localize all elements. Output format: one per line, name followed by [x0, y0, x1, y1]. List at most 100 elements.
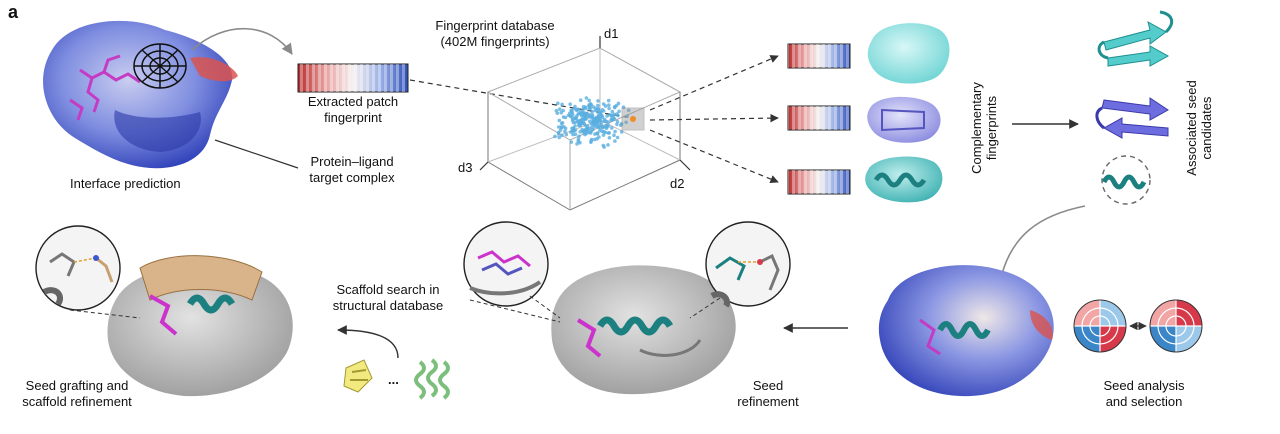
candidate-surface-cyan: [867, 23, 950, 84]
fingerprint-point: [587, 119, 592, 124]
fingerprint-point: [615, 135, 620, 140]
fingerprint-point: [625, 114, 629, 118]
fingerprint-point: [610, 113, 614, 118]
fingerprint-point: [607, 131, 611, 135]
fingerprint-point: [577, 134, 581, 139]
fingerprint-point: [601, 102, 606, 106]
fingerprint-point: [591, 127, 595, 132]
zoom-inset-hbond: [705, 221, 791, 308]
fingerprint-point: [612, 117, 617, 121]
fingerprint-point: [569, 140, 574, 144]
seed-beta-hairpin-cyan: [1097, 10, 1174, 67]
fingerprint-point: [588, 102, 593, 106]
fingerprint-point: [568, 102, 572, 106]
fingerprint-point: [587, 126, 592, 131]
label-seed-grafting: Seed grafting and scaffold refinement: [22, 378, 132, 409]
extract-arrow: [191, 27, 293, 55]
fingerprint-point: [597, 135, 601, 139]
fingerprint-point: [563, 126, 568, 131]
fingerprint-point: [575, 142, 579, 146]
fingerprint-point: [563, 129, 567, 134]
candidate-surface-teal: [865, 156, 943, 203]
seed-beta-hairpin-violet: [1095, 97, 1169, 139]
fingerprint-point: [598, 126, 603, 130]
target-surface: [43, 20, 238, 169]
fingerprint-point: [596, 107, 601, 111]
fingerprint-point: [626, 108, 631, 113]
fingerprint-points: [553, 96, 631, 149]
zoom-inset-grafted: [35, 225, 121, 311]
fingerprint-point: [607, 136, 612, 140]
fingerprint-point: [597, 118, 602, 123]
selected-seed-circle: [1101, 155, 1151, 205]
panel-label: a: [8, 2, 19, 22]
query-point: [630, 116, 636, 122]
fingerprint-point: [619, 130, 624, 134]
fingerprint-point: [617, 109, 621, 114]
fingerprint-point: [578, 140, 582, 145]
fingerprint-point: [606, 120, 611, 124]
fingerprint-point: [577, 123, 581, 127]
fingerprint-point: [589, 140, 593, 145]
fingerprint-point: [557, 118, 562, 123]
fingerprint-point: [621, 105, 626, 109]
fingerprint-point: [610, 109, 615, 114]
fingerprint-point: [613, 139, 617, 143]
fingerprint-point: [613, 129, 617, 134]
fingerprint-point: [619, 123, 623, 127]
fingerprint-point: [601, 133, 606, 137]
label-seed-candidates: Associated seed candidates: [1184, 80, 1214, 176]
fingerprint-point: [573, 128, 578, 132]
fingerprint-point: [604, 125, 608, 129]
fingerprint-point: [563, 115, 568, 120]
label-interface-prediction: Interface prediction: [70, 176, 181, 191]
fingerprint-point: [603, 130, 608, 135]
scaffold-cartoon-yellow: [343, 359, 373, 393]
fingerprint-point: [606, 143, 610, 147]
fingerprint-point: [588, 104, 592, 109]
axis-label-d2: d2: [670, 176, 685, 191]
pointer-line: [214, 139, 299, 169]
refinement-complex: [551, 265, 736, 395]
fingerprint-point: [561, 108, 565, 113]
zoom-inset-ligand: [463, 221, 549, 307]
label-seed-analysis: Seed analysis and selection: [1103, 378, 1185, 409]
fingerprint-point: [568, 114, 573, 118]
fingerprint-point: [576, 137, 581, 141]
fingerprint-point: [560, 133, 564, 138]
fingerprint-point: [600, 108, 605, 112]
fingerprint-point: [591, 118, 596, 122]
fingerprint-point: [556, 101, 560, 106]
fingerprint-point: [558, 128, 563, 132]
fingerprint-point: [560, 102, 564, 107]
match-arrow-3: [649, 129, 779, 184]
fingerprint-point: [585, 124, 590, 128]
fingerprint-point: [607, 106, 611, 111]
fingerprint-point: [600, 115, 605, 120]
fingerprint-point: [587, 114, 592, 119]
polar-fingerprint-2: [1149, 299, 1203, 353]
fingerprint-point: [578, 98, 583, 102]
fingerprint-point: [553, 134, 557, 139]
database-3d-plot: [479, 36, 691, 211]
label-seed-refinement: Seed refinement: [737, 378, 799, 409]
axis-label-d3: d3: [458, 160, 473, 175]
grafted-complex: [107, 255, 293, 397]
fingerprint-point: [598, 128, 602, 133]
fingerprint-point: [555, 111, 560, 115]
fingerprint-point: [556, 131, 561, 136]
fingerprint-point: [576, 112, 581, 116]
fingerprint-point: [591, 105, 596, 109]
match-arrow-2: [649, 113, 779, 123]
fingerprint-point: [592, 137, 597, 142]
fingerprint-point: [580, 127, 584, 132]
fingerprint-point: [624, 120, 628, 125]
inset-leader-4: [69, 309, 141, 319]
fingerprint-stripes: [298, 64, 408, 92]
scaffold-cartoon-green: [414, 358, 450, 400]
fingerprint-point: [557, 125, 561, 129]
fingerprint-point: [590, 110, 594, 114]
label-extracted-patch: Extracted patch fingerprint: [307, 94, 399, 125]
fingerprint-point: [571, 132, 575, 137]
